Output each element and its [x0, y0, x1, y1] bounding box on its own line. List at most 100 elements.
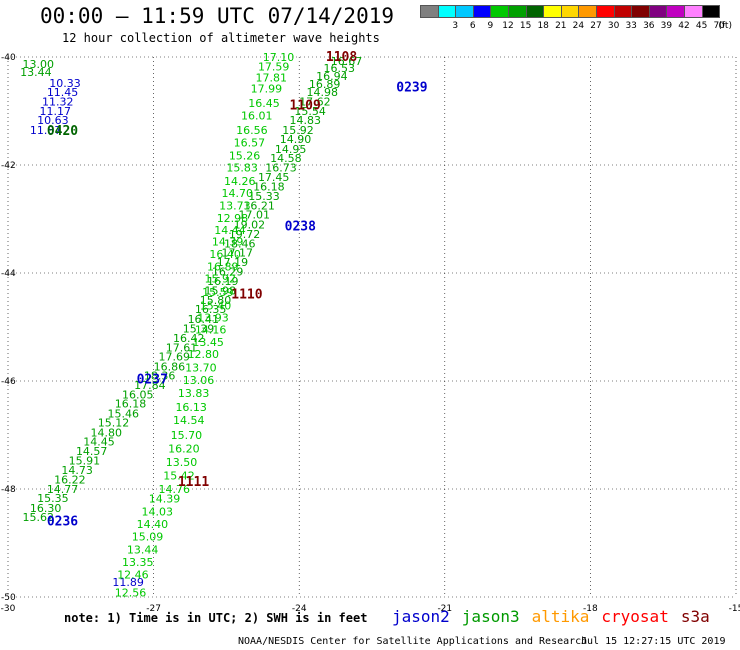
colorbar-tick-label: 70 — [713, 21, 725, 31]
swh-label: 12.98 — [217, 212, 249, 225]
lon-tick-label: -30 — [1, 604, 16, 614]
swh-label: 16.86 — [154, 360, 186, 373]
credit-line: NOAA/NESDIS Center for Satellite Applica… — [238, 636, 588, 647]
swh-label: 12.46 — [117, 568, 149, 581]
swh-label: 15.42 — [163, 470, 195, 483]
colorbar-unit-label: (ft) — [718, 21, 732, 31]
swh-label: 16.94 — [316, 70, 348, 83]
swh-label: 13.00 — [23, 58, 54, 71]
swh-label: 14.26 — [224, 175, 256, 188]
swh-label: 13.44 — [127, 543, 159, 556]
swh-label: 11.87 — [30, 124, 62, 137]
swh-label: 15.80 — [200, 294, 232, 307]
swh-label: 16.57 — [234, 136, 266, 149]
swh-label: 17.62 — [299, 95, 331, 108]
swh-label: 17.17 — [222, 246, 254, 259]
swh-label: 15.39 — [183, 323, 215, 336]
swh-label: 11.89 — [112, 576, 144, 589]
swh-label: 16.73 — [265, 162, 297, 175]
swh-label: 15.92 — [205, 272, 237, 285]
colorbar-tick-label: 39 — [660, 21, 673, 31]
colorbar-tick-label: 6 — [469, 21, 476, 31]
swh-label: 15.92 — [282, 124, 314, 137]
swh-label: 16.01 — [241, 109, 273, 122]
swh-label: 14.98 — [306, 86, 338, 99]
colorbar-tick-label: 36 — [643, 21, 655, 31]
pass-time-label: 0236 — [47, 514, 78, 529]
colorbar-tick-label: 45 — [695, 21, 708, 31]
swh-label: 15.98 — [205, 284, 237, 297]
swh-label: 15.09 — [132, 531, 164, 544]
swh-label: 16.30 — [30, 502, 62, 515]
swh-label: 14.73 — [61, 464, 93, 477]
swh-label: 17.61 — [166, 342, 198, 355]
swh-label: 13.93 — [197, 311, 229, 324]
swh-label: 16.40 — [209, 248, 241, 261]
pass-time-label: 1111 — [178, 475, 209, 490]
swh-label: 13.83 — [178, 387, 210, 400]
swh-label: 11.45 — [47, 86, 79, 99]
swh-label: 14.45 — [83, 435, 115, 448]
swh-label: 17.99 — [251, 82, 283, 95]
swh-label: 14.76 — [158, 483, 190, 496]
lat-tick-label: -46 — [1, 377, 16, 387]
swh-label: 15.91 — [69, 454, 101, 467]
lat-tick-label: -44 — [1, 269, 16, 279]
swh-label: 16.19 — [207, 275, 239, 288]
swh-label: 17.10 — [263, 51, 295, 64]
lat-tick-label: -48 — [1, 485, 16, 495]
lat-tick-label: -50 — [1, 593, 16, 603]
swh-label: 14.44 — [214, 224, 246, 237]
swh-label: 13.06 — [183, 374, 215, 387]
swh-label: 14.77 — [47, 483, 79, 496]
units-note: note: 1) Time is in UTC; 2) SWH is in fe… — [64, 611, 368, 625]
swh-label: 15.46 — [107, 407, 139, 420]
colorbar-tick-label: 15 — [519, 21, 532, 31]
colorbar-tick-label: 18 — [537, 21, 549, 31]
swh-label: 16.89 — [207, 261, 239, 274]
pass-time-label: 1110 — [231, 288, 262, 303]
pass-time-label: 0239 — [396, 81, 427, 96]
swh-label: 16.05 — [122, 389, 154, 402]
swh-label: 16.53 — [323, 62, 355, 75]
pass-time-label: 1109 — [289, 99, 320, 114]
swh-label: 19.72 — [229, 228, 261, 241]
map-title: 00:00 – 11:59 UTC 07/14/2019 — [40, 4, 395, 28]
map-subtitle: 12 hour collection of altimeter wave hei… — [62, 31, 380, 45]
swh-label: 17.45 — [258, 171, 290, 184]
swh-label: 10.63 — [37, 114, 68, 127]
lon-tick-label: -27 — [146, 604, 161, 614]
swh-label: 15.33 — [248, 190, 279, 203]
swh-label: 12.56 — [115, 587, 147, 600]
swh-label: 17.01 — [239, 209, 270, 222]
legend-item-jason3: jason3 — [461, 607, 520, 626]
pass-time-label: 0237 — [137, 372, 168, 387]
swh-label: 16.29 — [212, 265, 244, 278]
pass-time-label: 1108 — [326, 50, 357, 65]
swh-label: 13.50 — [166, 456, 198, 469]
swh-label: 13.73 — [219, 200, 251, 213]
lat-tick-label: -42 — [1, 161, 16, 171]
lat-tick-label: -40 — [1, 53, 16, 63]
colorbar-tick-label: 3 — [452, 21, 459, 31]
swh-label: 14.40 — [137, 518, 169, 531]
swh-label: 15.26 — [229, 149, 261, 162]
swh-label: 16.22 — [54, 473, 86, 486]
swh-label: 17.69 — [158, 351, 190, 364]
credit-timestamp: Jul 15 12:27:15 UTC 2019 — [581, 636, 726, 647]
wave-height-colorbar: 3 6 9 12 15 18 21 24 27 30 33 36 39 42 45 70 (ft) — [420, 5, 740, 35]
legend-item-s3a: s3a — [680, 607, 710, 626]
colorbar-tick-label: 21 — [555, 21, 567, 31]
swh-label: 15.12 — [98, 417, 130, 430]
swh-label: 14.54 — [173, 414, 205, 427]
swh-label: 16.42 — [173, 332, 205, 345]
lon-tick-label: -24 — [292, 604, 307, 614]
lon-tick-label: -18 — [583, 604, 598, 614]
colorbar-swatch — [701, 5, 721, 18]
swh-label: 16.18 — [253, 181, 284, 194]
colorbar-tick-label: 27 — [590, 21, 602, 31]
swh-label: 14.58 — [270, 152, 302, 165]
lon-tick-label: -15 — [729, 604, 740, 614]
colorbar-tick-label: 12 — [502, 21, 514, 31]
swh-label: 14.57 — [76, 445, 108, 458]
